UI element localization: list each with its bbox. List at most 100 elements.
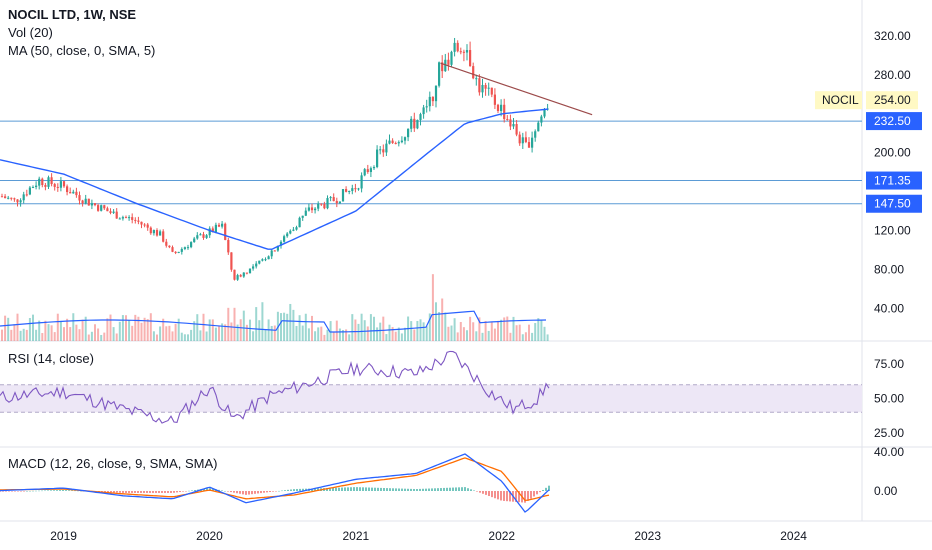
macd-histogram-bar	[119, 491, 121, 493]
macd-histogram-bar	[314, 488, 316, 491]
volume-bar	[317, 327, 320, 341]
rsi-pane[interactable]	[0, 350, 862, 424]
volume-bar	[168, 325, 171, 341]
macd-histogram-bar	[239, 491, 241, 494]
macd-histogram-bar	[437, 488, 439, 491]
macd-histogram-bar	[161, 491, 163, 493]
volume-bar	[230, 322, 233, 341]
macd-histogram-bar	[137, 491, 139, 493]
candle-body	[475, 78, 478, 80]
macd-histogram-bar	[326, 488, 328, 491]
candle-body	[155, 230, 159, 236]
time-tick-label: 2019	[50, 529, 77, 543]
volume-bar	[351, 314, 354, 341]
candle-body	[245, 272, 248, 274]
candle-body	[0, 196, 4, 198]
volume-bar	[106, 318, 109, 341]
candle-body	[283, 236, 286, 242]
volume-bar	[301, 325, 304, 341]
macd-histogram-bar	[302, 488, 304, 491]
macd-histogram-bar	[224, 490, 226, 492]
candle-body	[224, 223, 227, 240]
rsi-tick-label: 75.00	[874, 357, 904, 371]
macd-histogram-bar	[242, 491, 244, 495]
volume-bar	[35, 329, 38, 341]
macd-histogram-bar	[107, 491, 109, 493]
macd-histogram-bar	[368, 487, 370, 491]
candle-body	[97, 205, 100, 211]
macd-histogram-bar	[230, 491, 232, 493]
level-price-value: 147.50	[874, 197, 911, 211]
macd-histogram-bar	[152, 491, 154, 493]
macd-histogram-bar	[272, 491, 274, 492]
macd-histogram-bar	[413, 488, 415, 491]
price-tick-label: 280.00	[874, 68, 911, 82]
volume-bar	[143, 317, 146, 341]
volume-bar	[180, 332, 183, 341]
volume-bar	[171, 331, 174, 341]
price-tick-label: 200.00	[874, 146, 911, 160]
candle-body	[509, 119, 512, 127]
volume-bar	[69, 327, 72, 341]
macd-histogram-bar	[71, 490, 73, 491]
volume-bar	[326, 329, 329, 341]
candle-body	[301, 215, 304, 218]
candle-body	[531, 137, 534, 148]
volume-bar	[273, 325, 276, 341]
last-price-tag	[866, 91, 918, 110]
macd-histogram-bar	[416, 489, 418, 491]
candle-body	[22, 194, 25, 201]
macd-histogram-bar	[356, 487, 358, 491]
macd-histogram-bar	[530, 491, 532, 499]
volume-bar	[404, 327, 406, 341]
macd-histogram-bar	[122, 491, 124, 493]
macd-histogram-bar	[128, 491, 130, 493]
volume-bar	[345, 329, 348, 341]
candle-body	[354, 188, 357, 190]
volume-bar	[475, 331, 478, 341]
macd-histogram-bar	[545, 487, 547, 491]
candle-body	[53, 184, 56, 187]
volume-bar	[245, 324, 248, 341]
candle-body	[329, 197, 332, 199]
volume-bar	[431, 274, 434, 341]
macd-histogram-bar	[68, 490, 70, 491]
volume-bar	[255, 307, 258, 341]
candle-body	[341, 189, 345, 202]
macd-histogram-bar	[497, 491, 499, 500]
candle-body	[121, 217, 124, 219]
candle-body	[537, 122, 540, 132]
candle-body	[137, 220, 140, 222]
macd-histogram-bar	[488, 491, 490, 497]
volume-bar	[394, 331, 397, 341]
price-pane[interactable]	[0, 37, 862, 341]
volume-bar	[221, 323, 224, 341]
rsi-legend: RSI (14, close)	[8, 351, 94, 366]
volume-bar	[264, 329, 267, 341]
macd-histogram-bar	[26, 490, 28, 492]
candle-body	[438, 62, 441, 86]
candle-body	[490, 87, 493, 95]
macd-histogram-bar	[398, 488, 400, 491]
volume-bar	[44, 320, 47, 341]
volume-bar	[314, 331, 317, 341]
candle-body	[496, 104, 500, 112]
macd-histogram-bar	[380, 487, 382, 491]
macd-histogram-bar	[233, 491, 235, 493]
macd-pane[interactable]	[0, 453, 550, 513]
macd-histogram-bar	[386, 488, 388, 491]
candle-body	[84, 198, 87, 204]
candle-body	[407, 128, 410, 138]
volume-bar	[453, 318, 456, 341]
volume-bar	[497, 320, 499, 341]
rsi-tick-label: 25.00	[874, 426, 904, 440]
macd-histogram-bar	[143, 491, 145, 493]
candle-body	[230, 252, 233, 270]
macd-histogram-bar	[275, 491, 277, 492]
candle-body	[205, 235, 208, 238]
volume-bar	[10, 329, 13, 341]
volume-bar	[487, 330, 490, 341]
volume-bar	[38, 320, 41, 341]
candle-body	[202, 234, 205, 238]
